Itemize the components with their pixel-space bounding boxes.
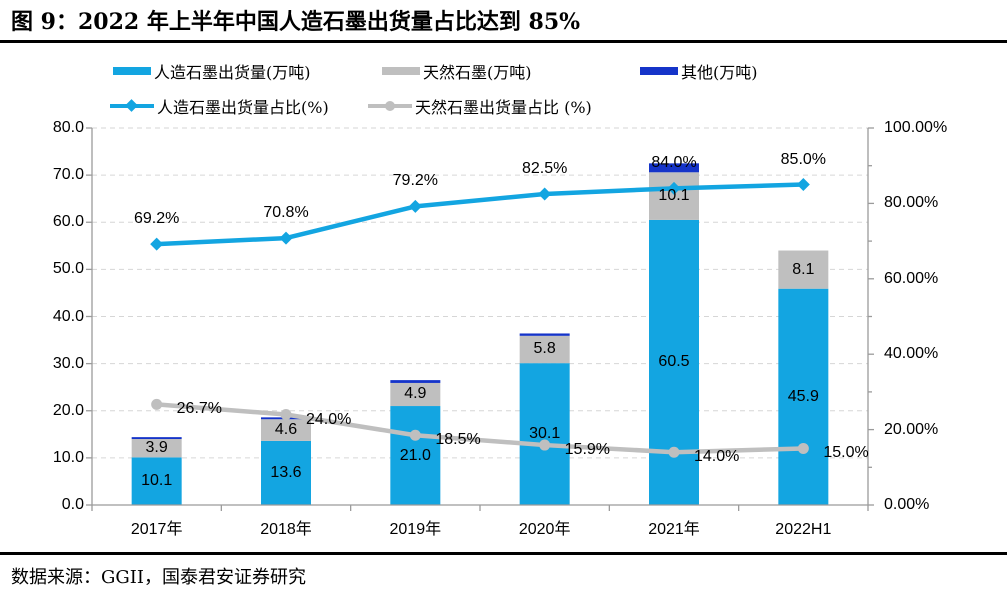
legend-row-1: 人造石墨出货量(万吨) 天然石墨(万吨) 其他(万吨) (0, 62, 1007, 82)
marker-diamond-artificial-share (279, 231, 293, 245)
bar-segment-artificial-graphite (261, 440, 311, 505)
line-natural-share (154, 402, 806, 455)
legend-label-artificial-share: 人造石墨出货量占比(%) (157, 98, 329, 117)
source-note: 数据来源：GGII，国泰君安证券研究 (11, 567, 306, 588)
marker-circle-natural-share (280, 409, 292, 421)
marker-diamond-artificial-share (538, 187, 552, 201)
footer-divider (0, 552, 1007, 555)
bar-segment-natural-graphite (649, 172, 699, 220)
bar-segment-artificial-graphite (131, 457, 182, 505)
bar-segment-other (390, 380, 441, 383)
line-artificial-share (154, 182, 806, 247)
bar-segment-other (131, 437, 182, 440)
bar-segment-natural-graphite (131, 439, 182, 458)
bar-segment-artificial-graphite (390, 406, 441, 505)
bar-segment-natural-graphite (261, 419, 311, 441)
marker-diamond-artificial-share (667, 181, 681, 195)
marker-diamond-artificial-share (796, 178, 810, 192)
legend-item-artificial-share: 人造石墨出货量占比(%) (110, 97, 329, 117)
bar-segment-artificial-graphite (519, 363, 570, 505)
legend-label-natural-graphite: 天然石墨(万吨) (423, 63, 532, 82)
legend-item-other: 其他(万吨) (640, 62, 758, 82)
legend-label-natural-share: 天然石墨出货量占比 (%) (415, 98, 592, 117)
bar-segment-artificial-graphite (778, 288, 829, 505)
marker-circle-natural-share (668, 446, 680, 458)
legend-label-other: 其他(万吨) (681, 63, 758, 82)
marker-circle-natural-share (409, 429, 421, 441)
title-divider (0, 40, 1007, 43)
legend-item-natural-share: 天然石墨出货量占比 (%) (368, 97, 592, 117)
bar-segment-natural-graphite (390, 382, 441, 407)
marker-diamond-artificial-share (150, 237, 164, 251)
circle-marker-icon (385, 101, 395, 111)
legend-line-swatch-natural-share (368, 98, 412, 114)
legend-swatch-natural-graphite (382, 67, 420, 75)
bar-segment-other (649, 163, 699, 173)
legend-item-natural-graphite: 天然石墨(万吨) (382, 62, 532, 82)
marker-diamond-artificial-share (408, 199, 422, 213)
legend-item-artificial-graphite: 人造石墨出货量(万吨) (113, 62, 311, 82)
bar-segment-natural-graphite (778, 250, 829, 289)
figure-title: 图 9：2022 年上半年中国人造石墨出货量占比达到 85% (11, 9, 581, 35)
bar-segment-other (519, 333, 570, 336)
bar-segment-artificial-graphite (649, 219, 699, 506)
marker-circle-natural-share (539, 439, 551, 451)
legend-swatch-artificial-graphite (113, 67, 151, 75)
legend-label-artificial-graphite: 人造石墨出货量(万吨) (154, 63, 311, 82)
legend-line-swatch-artificial-share (110, 98, 154, 114)
legend-row-2: 人造石墨出货量占比(%) 天然石墨出货量占比 (%) (0, 97, 1007, 117)
marker-circle-natural-share (151, 398, 163, 410)
legend-swatch-other (640, 67, 678, 75)
bar-segment-natural-graphite (519, 335, 570, 364)
marker-circle-natural-share (797, 442, 809, 454)
